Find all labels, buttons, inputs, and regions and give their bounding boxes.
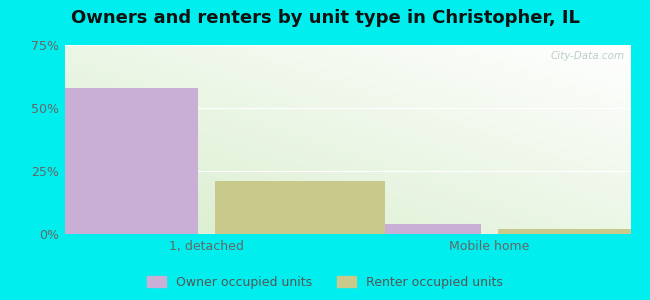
Legend: Owner occupied units, Renter occupied units: Owner occupied units, Renter occupied un… (142, 271, 508, 294)
Bar (28, 88, 198, 234)
Bar (498, 229, 650, 234)
Bar (215, 181, 385, 234)
Text: City-Data.com: City-Data.com (551, 51, 625, 61)
Text: Owners and renters by unit type in Christopher, IL: Owners and renters by unit type in Chris… (71, 9, 579, 27)
Bar (311, 224, 480, 234)
